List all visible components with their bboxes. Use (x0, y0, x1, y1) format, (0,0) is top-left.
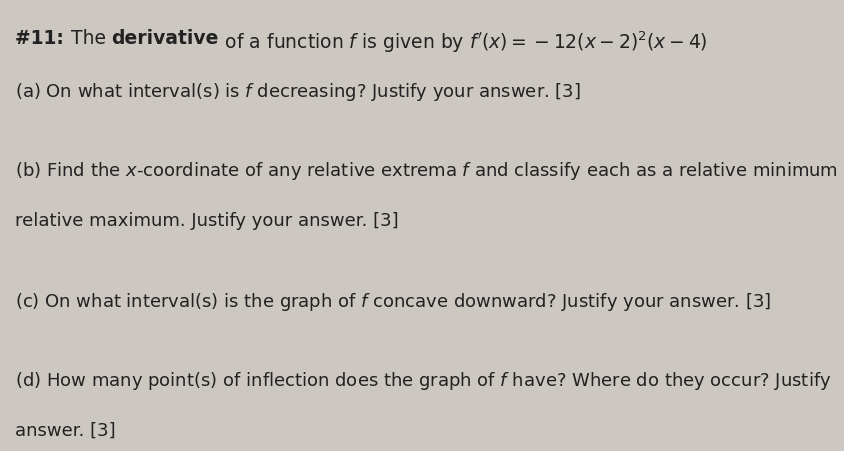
Text: (b) Find the $x$-coordinate of any relative extrema $f$ and classify each as a r: (b) Find the $x$-coordinate of any relat… (15, 160, 844, 182)
Text: relative maximum. Justify your answer. [3]: relative maximum. Justify your answer. [… (15, 212, 399, 230)
Text: (c) On what interval(s) is the graph of $f$ concave downward? Justify your answe: (c) On what interval(s) is the graph of … (15, 291, 771, 313)
Text: answer. [3]: answer. [3] (15, 422, 116, 440)
Text: The: The (71, 29, 111, 48)
Text: derivative: derivative (111, 29, 219, 48)
Text: (a) On what interval(s) is $f$ decreasing? Justify your answer. [3]: (a) On what interval(s) is $f$ decreasin… (15, 81, 581, 103)
Text: of a function $f$ is given by $f^{\prime}(x) = -12(x - 2)^{2}(x - 4)$: of a function $f$ is given by $f^{\prime… (219, 29, 707, 55)
Text: #11:: #11: (15, 29, 71, 48)
Text: (d) How many point(s) of inflection does the graph of $f$ have? Where do they oc: (d) How many point(s) of inflection does… (15, 370, 831, 392)
